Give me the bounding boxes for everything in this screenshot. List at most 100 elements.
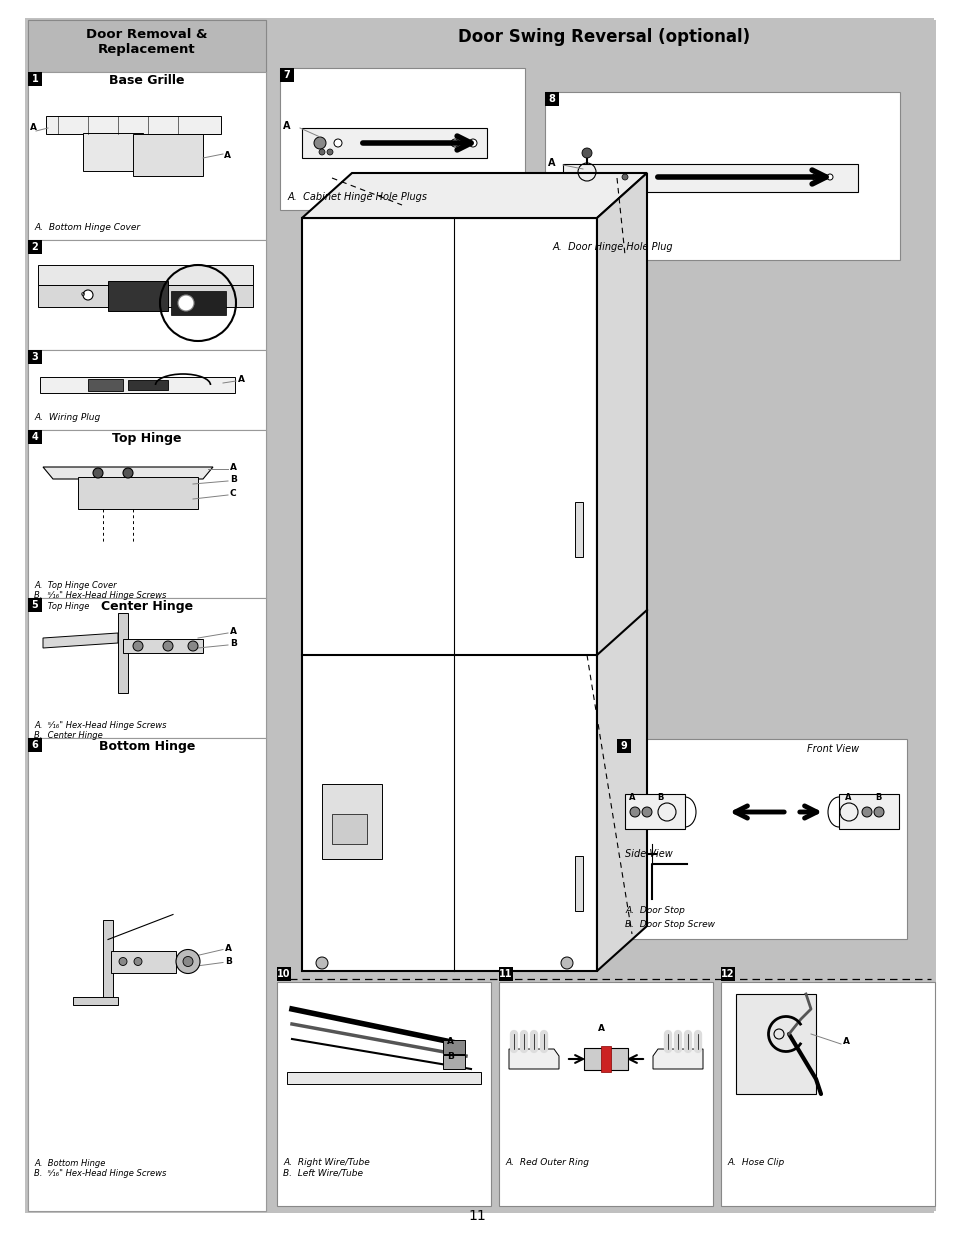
Bar — [28, 350, 266, 430]
Circle shape — [123, 468, 132, 478]
Circle shape — [826, 174, 832, 180]
Text: A.  Top Hinge Cover
B.  ⁵⁄₁₆" Hex-Head Hinge Screws
C.  Top Hinge: A. Top Hinge Cover B. ⁵⁄₁₆" Hex-Head Hin… — [34, 580, 166, 611]
Bar — [40, 377, 234, 393]
Text: B: B — [447, 1052, 454, 1061]
Circle shape — [183, 956, 193, 967]
Circle shape — [334, 140, 341, 147]
Bar — [123, 638, 203, 653]
Bar — [28, 240, 266, 350]
Bar — [28, 72, 42, 86]
Bar — [933, 0, 953, 1235]
Text: A: A — [230, 462, 236, 472]
Text: Center Hinge: Center Hinge — [101, 600, 193, 613]
Text: A.  Wiring Plug: A. Wiring Plug — [34, 412, 100, 422]
Bar — [276, 967, 291, 981]
Text: A: A — [597, 1024, 604, 1032]
Text: B: B — [230, 474, 236, 483]
Circle shape — [873, 806, 883, 818]
Circle shape — [315, 957, 328, 969]
Polygon shape — [43, 467, 213, 479]
Bar — [128, 380, 168, 390]
Text: 2: 2 — [31, 242, 38, 252]
Text: C: C — [230, 489, 236, 498]
Bar — [28, 598, 266, 739]
Text: 1: 1 — [31, 74, 38, 84]
Circle shape — [560, 957, 573, 969]
Text: A: A — [447, 1037, 454, 1046]
Text: 5: 5 — [31, 600, 38, 610]
Text: Door Removal &
Replacement: Door Removal & Replacement — [86, 28, 208, 56]
Bar — [28, 739, 266, 1212]
Text: A.  Bottom Hinge
B.  ⁵⁄₁₆" Hex-Head Hinge Screws: A. Bottom Hinge B. ⁵⁄₁₆" Hex-Head Hinge … — [34, 1158, 166, 1178]
Bar — [78, 477, 198, 509]
Circle shape — [469, 140, 476, 147]
Circle shape — [133, 957, 142, 966]
Bar — [624, 794, 684, 829]
Text: 10: 10 — [277, 969, 291, 979]
Polygon shape — [302, 173, 646, 219]
Bar — [108, 282, 168, 311]
Bar — [103, 920, 112, 999]
Bar — [498, 967, 513, 981]
Polygon shape — [43, 634, 118, 648]
Text: A: A — [844, 793, 851, 802]
Bar — [617, 739, 630, 753]
Bar — [544, 91, 899, 261]
Bar — [111, 951, 175, 972]
Circle shape — [327, 149, 333, 156]
Text: Front View: Front View — [806, 743, 859, 755]
Bar — [498, 982, 712, 1207]
Bar — [28, 350, 42, 364]
Circle shape — [621, 174, 627, 180]
Bar — [322, 784, 381, 860]
Circle shape — [811, 174, 817, 180]
Text: 3: 3 — [31, 352, 38, 362]
Bar — [276, 982, 491, 1207]
Text: A.  Door Stop: A. Door Stop — [624, 906, 684, 915]
Text: 4: 4 — [31, 432, 38, 442]
Text: B.  Door Stop Screw: B. Door Stop Screw — [624, 920, 714, 929]
Bar — [0, 0, 25, 1235]
Bar — [28, 430, 266, 598]
Circle shape — [163, 641, 172, 651]
Bar — [544, 91, 558, 106]
Text: A.  Red Outer Ring: A. Red Outer Ring — [504, 1158, 588, 1167]
Circle shape — [581, 148, 592, 158]
Text: A.  Cabinet Hinge Hole Plugs: A. Cabinet Hinge Hole Plugs — [288, 191, 428, 203]
Text: 6: 6 — [31, 740, 38, 750]
Bar — [600, 1046, 610, 1072]
Bar — [28, 739, 42, 752]
Circle shape — [641, 806, 651, 818]
Bar — [28, 20, 266, 1212]
Bar — [38, 285, 253, 308]
Bar — [28, 430, 42, 445]
Text: A.  Hose Clip: A. Hose Clip — [726, 1158, 783, 1167]
Bar — [118, 613, 128, 693]
Text: B: B — [657, 793, 662, 802]
Text: A: A — [225, 944, 232, 953]
Polygon shape — [509, 1049, 558, 1070]
Circle shape — [83, 290, 92, 300]
Bar — [28, 598, 42, 613]
Bar — [28, 20, 266, 72]
Text: Door Swing Reversal (optional): Door Swing Reversal (optional) — [457, 28, 749, 46]
Text: A.  ⁵⁄₁₆" Hex-Head Hinge Screws
B.  Center Hinge: A. ⁵⁄₁₆" Hex-Head Hinge Screws B. Center… — [34, 721, 167, 741]
Bar — [735, 994, 815, 1094]
Circle shape — [314, 137, 326, 149]
Text: o: o — [81, 291, 85, 296]
Circle shape — [629, 806, 639, 818]
Text: A: A — [283, 121, 291, 131]
Bar — [442, 1040, 464, 1053]
Text: Base Grille: Base Grille — [110, 74, 185, 86]
Text: Bottom Hinge: Bottom Hinge — [99, 740, 195, 753]
Bar — [583, 1049, 627, 1070]
Bar — [720, 982, 934, 1207]
Text: B: B — [225, 957, 232, 966]
Circle shape — [188, 641, 198, 651]
Bar — [0, 1213, 953, 1235]
Text: 8: 8 — [548, 94, 555, 104]
Text: Side View: Side View — [624, 848, 672, 860]
Circle shape — [92, 468, 103, 478]
Text: 12: 12 — [720, 969, 734, 979]
Text: 11: 11 — [498, 969, 512, 979]
